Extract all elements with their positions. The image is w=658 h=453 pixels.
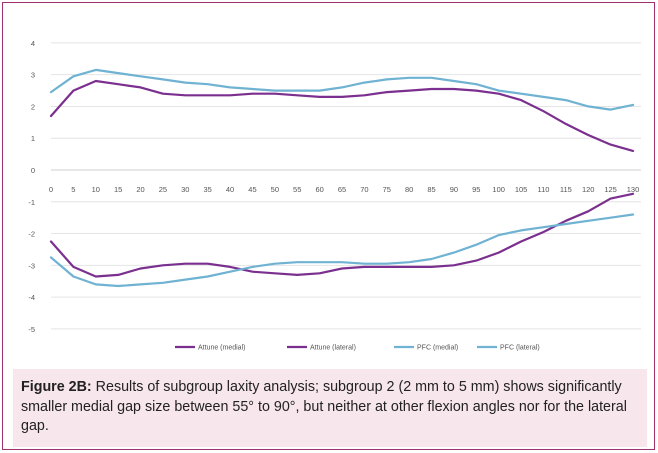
- y-tick-label: 3: [31, 71, 35, 80]
- x-tick-label: 10: [92, 185, 100, 194]
- x-tick-label: 110: [537, 185, 549, 194]
- caption-label: Figure 2B:: [21, 379, 92, 395]
- legend: Attune (medial) Attune (lateral) PFC (medi…: [175, 345, 540, 352]
- y-tick-label: -2: [28, 230, 35, 239]
- figure-caption: Figure 2B: Results of subgroup laxity an…: [13, 369, 647, 447]
- y-tick-labels: 4 3 2 1 0 -1 -2 -3 -4 -5: [28, 39, 35, 334]
- x-tick-labels: 0 5 10 15 20 25 30 35 40 45 50 55 60 65 70 75 80 85 90 95 10…: [49, 185, 639, 194]
- y-tick-label: 1: [31, 134, 35, 143]
- legend-label-0: Attune (medial): [198, 345, 245, 352]
- x-tick-label: 65: [338, 185, 346, 194]
- y-tick-label: 0: [31, 166, 35, 175]
- x-tick-label: 40: [226, 185, 234, 194]
- x-tick-label: 50: [271, 185, 279, 194]
- series-lines: [49, 68, 635, 288]
- x-tick-label: 45: [248, 185, 256, 194]
- caption-text: Results of subgroup laxity analysis; sub…: [21, 379, 627, 434]
- x-tick-label: 25: [159, 185, 167, 194]
- x-tick-label: 125: [604, 185, 617, 194]
- x-tick-label: 30: [181, 185, 189, 194]
- x-tick-label: 105: [515, 185, 528, 194]
- x-tick-label: 55: [293, 185, 301, 194]
- series-line-3: [49, 213, 635, 288]
- x-tick-label: 75: [383, 185, 391, 194]
- x-tick-label: 85: [427, 185, 435, 194]
- y-tick-label: 4: [31, 39, 35, 48]
- x-tick-label: 95: [472, 185, 480, 194]
- x-tick-label: 90: [450, 185, 458, 194]
- y-tick-label: -4: [28, 293, 35, 302]
- y-tick-label: -1: [28, 198, 35, 207]
- x-tick-label: 70: [360, 185, 368, 194]
- series-line-2: [49, 68, 635, 111]
- series-line-0: [49, 79, 635, 152]
- x-tick-label: 15: [114, 185, 122, 194]
- x-tick-label: 60: [315, 185, 323, 194]
- y-tick-label: -5: [28, 325, 35, 334]
- chart-panel: 4 3 2 1 0 -1 -2 -3 -4 -5 0 5 10 15 20 25 30 35 40 45 50 55 60…: [17, 17, 651, 361]
- x-tick-label: 100: [492, 185, 505, 194]
- y-tick-label: -3: [28, 261, 35, 270]
- x-tick-label: 0: [49, 185, 53, 194]
- x-tick-label: 20: [136, 185, 144, 194]
- gridlines: [51, 42, 641, 330]
- legend-label-2: PFC (medial): [417, 345, 458, 352]
- x-tick-label: 115: [560, 185, 572, 194]
- x-tick-label: 5: [71, 185, 75, 194]
- x-tick-label: 130: [627, 185, 640, 194]
- series-line-1: [49, 192, 635, 278]
- x-tick-label: 120: [582, 185, 595, 194]
- x-tick-label: 35: [204, 185, 212, 194]
- legend-label-1: Attune (lateral): [310, 345, 356, 352]
- y-tick-label: 2: [31, 102, 35, 111]
- x-tick-label: 80: [405, 185, 413, 194]
- legend-label-3: PFC (lateral): [500, 345, 540, 352]
